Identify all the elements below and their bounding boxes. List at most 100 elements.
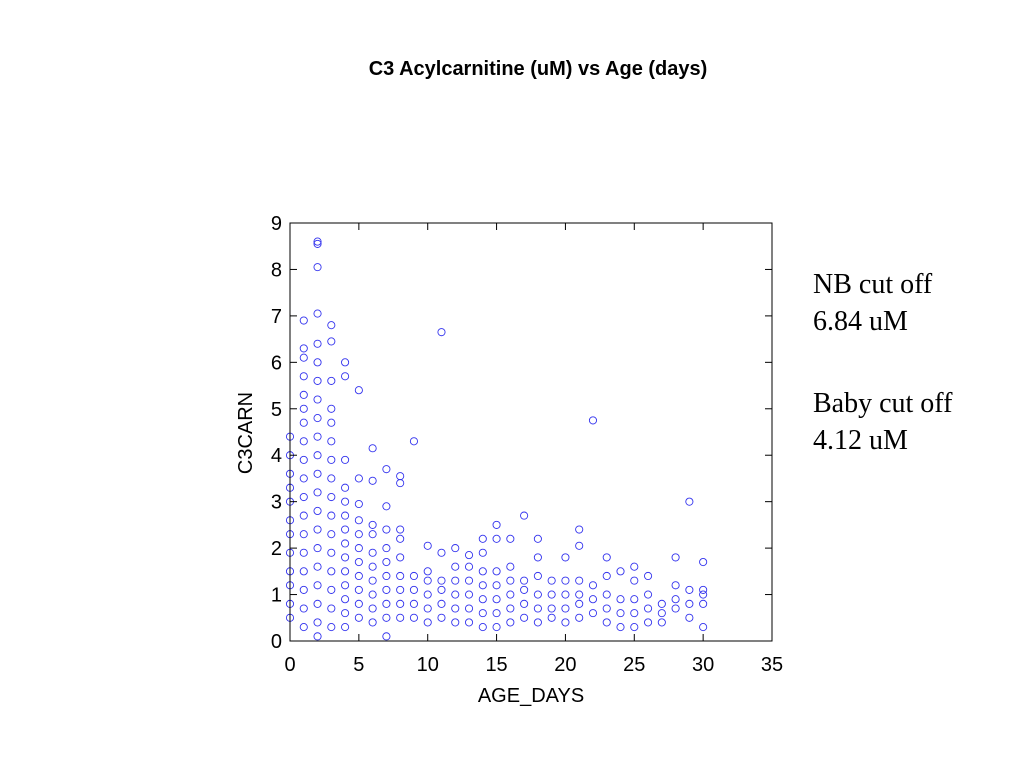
data-point <box>313 488 322 497</box>
y-tick-label: 1 <box>271 585 282 607</box>
data-point <box>299 437 308 446</box>
data-point <box>437 576 446 585</box>
data-point <box>396 585 405 594</box>
data-point <box>354 530 363 539</box>
data-point <box>492 534 501 543</box>
data-point <box>299 492 308 502</box>
data-point <box>396 571 405 581</box>
data-point <box>341 553 350 562</box>
data-point <box>299 511 308 520</box>
data-point <box>657 599 666 608</box>
data-point <box>327 418 336 427</box>
x-tick-label: 5 <box>353 654 364 676</box>
data-point <box>341 511 350 520</box>
data-point <box>478 595 487 604</box>
data-point <box>341 358 350 367</box>
y-tick-label: 0 <box>271 631 282 653</box>
data-point <box>299 604 308 613</box>
data-point <box>313 632 322 641</box>
data-point <box>492 567 501 576</box>
data-point <box>575 590 584 599</box>
data-point <box>478 548 487 557</box>
data-point <box>327 604 336 613</box>
data-point <box>437 548 446 557</box>
data-point <box>561 618 570 627</box>
data-point <box>382 525 391 534</box>
data-point <box>327 567 336 576</box>
data-point <box>299 353 308 362</box>
data-point <box>327 492 336 502</box>
data-point <box>313 263 322 272</box>
data-point <box>368 590 377 599</box>
x-axis-label: AGE_DAYS <box>478 685 584 707</box>
data-point <box>616 567 625 576</box>
data-point <box>602 604 611 613</box>
data-point <box>341 497 350 506</box>
data-point <box>396 479 405 488</box>
data-point <box>685 585 694 594</box>
data-point <box>657 609 666 618</box>
data-point <box>368 476 377 485</box>
data-point <box>478 581 487 590</box>
data-point <box>313 358 322 367</box>
points-layer <box>285 237 708 641</box>
data-point <box>396 525 405 534</box>
data-point <box>464 576 474 585</box>
data-point <box>561 553 570 562</box>
data-point <box>437 599 446 608</box>
data-point <box>313 562 322 571</box>
data-point <box>368 520 377 529</box>
data-point <box>492 609 501 618</box>
data-point <box>354 599 363 608</box>
data-point <box>299 623 308 632</box>
data-point <box>533 618 542 627</box>
data-point <box>313 395 322 404</box>
data-point <box>547 576 556 585</box>
data-point <box>382 544 391 553</box>
data-point <box>506 534 515 543</box>
data-point <box>299 404 308 413</box>
baby-cutoff-value: 4.12 uM <box>813 425 908 456</box>
data-point <box>588 595 598 604</box>
data-point <box>547 590 556 599</box>
data-point <box>341 455 350 464</box>
data-point <box>327 337 336 346</box>
x-tick-label: 35 <box>761 654 783 676</box>
x-tick-label: 0 <box>284 654 295 676</box>
data-point <box>396 613 405 622</box>
data-point <box>699 590 708 599</box>
data-point <box>699 623 708 632</box>
data-point <box>492 595 501 604</box>
data-point <box>588 416 598 425</box>
y-tick-label: 5 <box>271 399 282 421</box>
data-point <box>520 576 529 585</box>
y-tick-label: 6 <box>271 352 282 374</box>
data-point <box>382 502 391 511</box>
data-point <box>602 571 611 581</box>
data-point <box>616 623 625 632</box>
x-tick-label: 10 <box>417 654 439 676</box>
data-point <box>671 604 680 613</box>
data-point <box>506 604 515 613</box>
data-point <box>341 539 350 548</box>
data-point <box>368 618 377 627</box>
data-point <box>341 525 350 534</box>
data-point <box>313 376 322 385</box>
data-point <box>644 618 653 627</box>
data-point <box>299 474 308 483</box>
data-point <box>313 239 322 248</box>
data-point <box>327 437 336 446</box>
data-point <box>382 585 391 594</box>
data-point <box>423 576 432 585</box>
data-point <box>644 571 653 581</box>
data-point <box>533 553 542 562</box>
data-point <box>506 562 515 571</box>
data-point <box>327 376 336 385</box>
data-point <box>423 541 432 550</box>
data-point <box>451 562 460 571</box>
data-point <box>533 590 542 599</box>
data-point <box>409 585 418 594</box>
data-point <box>451 576 460 585</box>
data-point <box>327 548 336 557</box>
